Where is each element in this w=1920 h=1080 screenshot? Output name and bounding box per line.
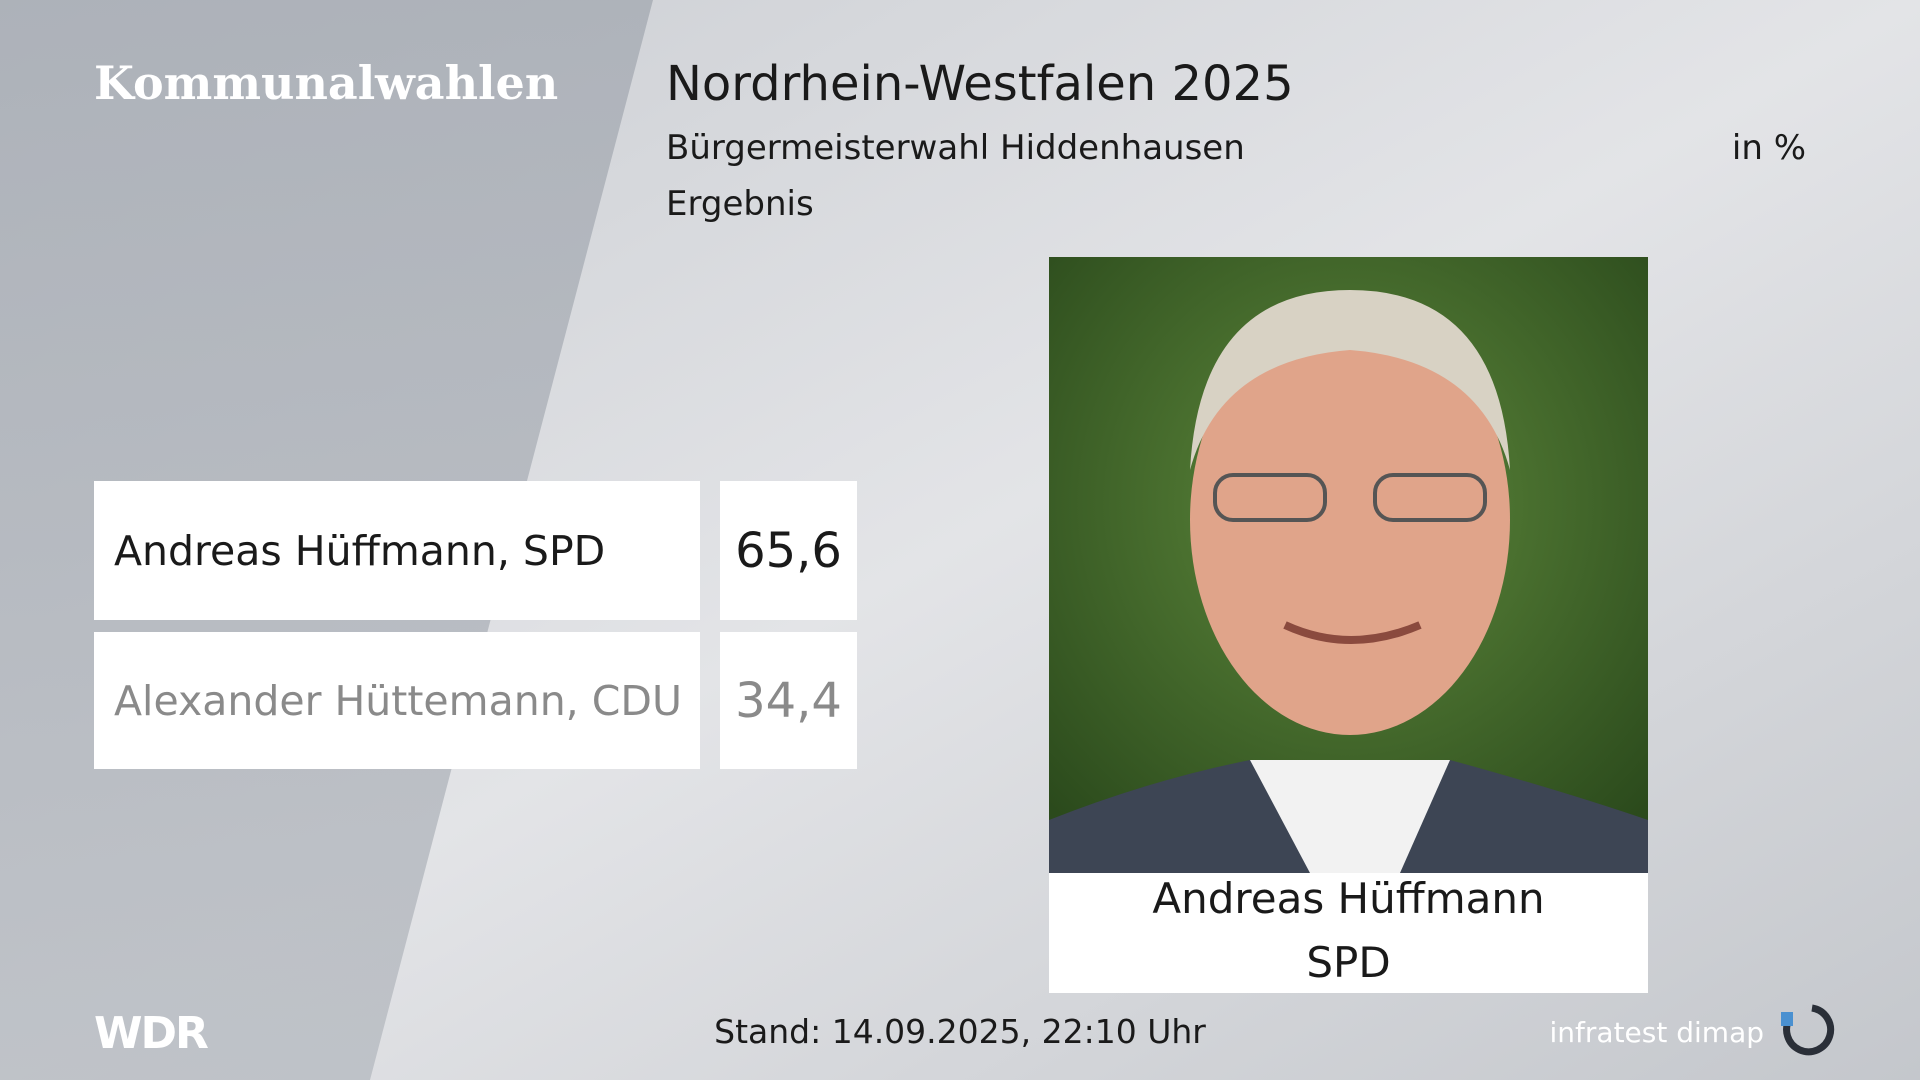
subtitle: Bürgermeisterwahl Hiddenhausen <box>666 128 1245 168</box>
label: Ergebnis <box>666 184 814 224</box>
unit: in % <box>1731 128 1806 168</box>
result-name: Andreas Hüffmann, SPD <box>94 481 700 620</box>
result-name: Alexander Hüttemann, CDU <box>94 632 700 769</box>
winner-name: Andreas Hüffmann <box>1152 874 1545 923</box>
portrait-photo <box>1049 257 1648 873</box>
broadcaster-logo: WDR <box>94 1008 209 1059</box>
result-value: 34,4 <box>720 632 857 769</box>
result-value: 65,6 <box>720 481 857 620</box>
source-logo-icon <box>1781 1004 1835 1056</box>
category: Kommunalwahlen <box>94 56 559 110</box>
title: Nordrhein-Westfalen 2025 <box>666 56 1294 112</box>
source: infratest dimap <box>1549 1016 1764 1049</box>
winner-party: SPD <box>1306 938 1391 987</box>
caption-box <box>1049 873 1648 993</box>
timestamp: Stand: 14.09.2025, 22:10 Uhr <box>714 1012 1206 1051</box>
